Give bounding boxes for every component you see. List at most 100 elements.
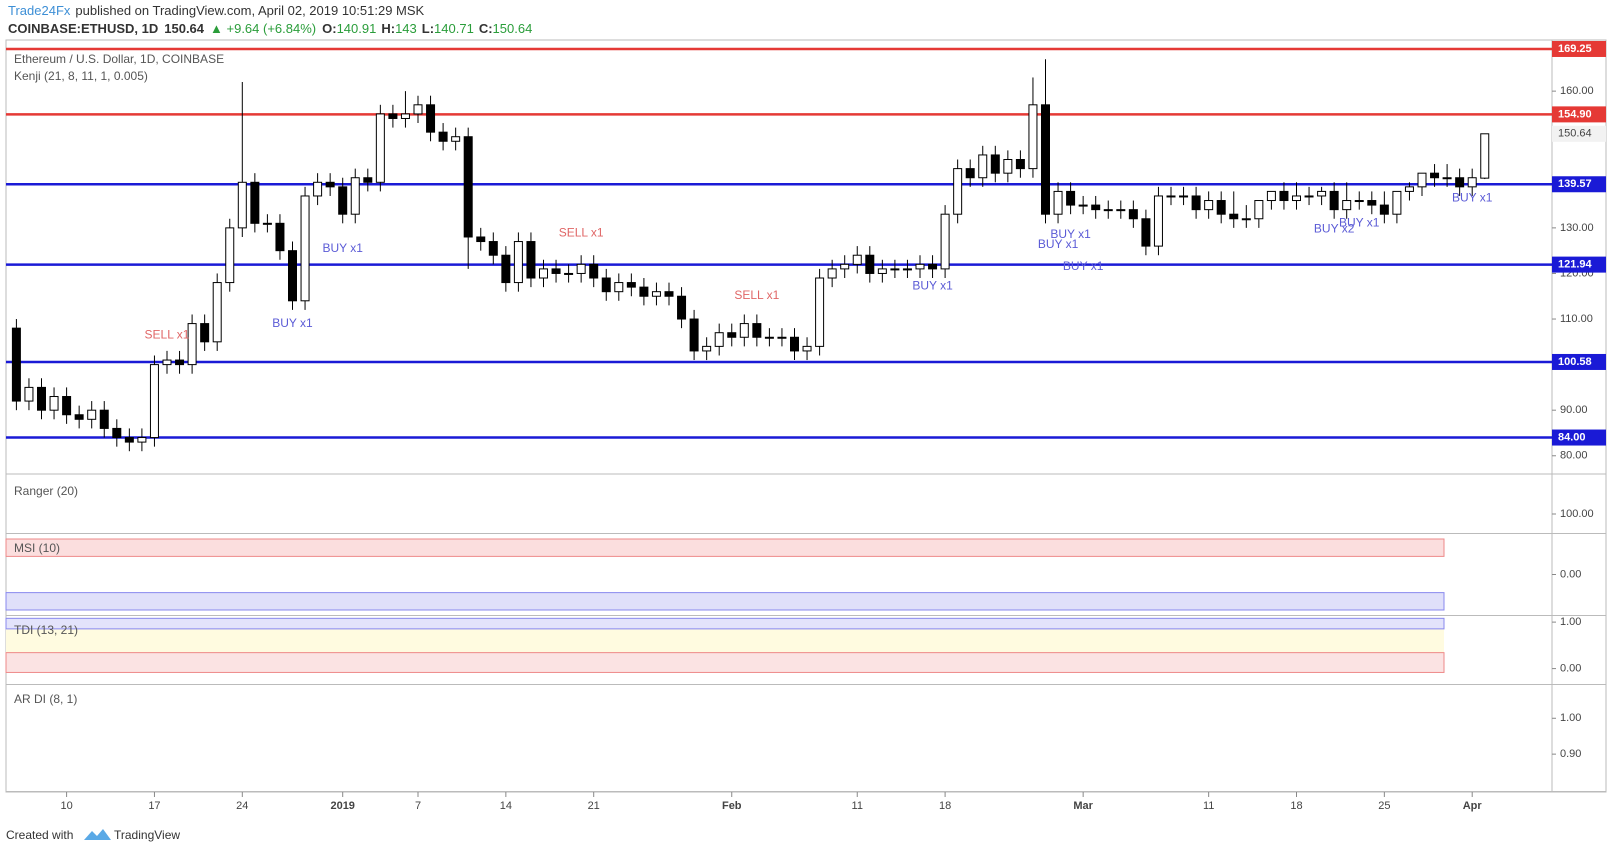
candle-body xyxy=(990,154,1000,174)
candle-body xyxy=(149,364,159,439)
candle-body xyxy=(513,241,523,284)
candle-body xyxy=(24,386,34,402)
pane-title: AR DI (8, 1) xyxy=(14,692,77,706)
candle-body xyxy=(790,336,799,352)
candle-body xyxy=(1015,159,1025,170)
candle-body xyxy=(262,222,272,225)
candle-body xyxy=(112,427,122,439)
brand: Trade24Fx xyxy=(8,3,71,18)
candle-body xyxy=(200,323,210,343)
pane-tick-label: 0.90 xyxy=(1560,748,1581,760)
candle-body xyxy=(1028,104,1038,170)
logo xyxy=(84,829,111,840)
candle-body xyxy=(1179,195,1189,198)
candle-body xyxy=(1191,195,1201,211)
x-tick-label: Feb xyxy=(722,800,742,812)
candle-body xyxy=(928,263,938,270)
candle-body xyxy=(1317,190,1327,197)
candle-body xyxy=(49,396,59,411)
candle-body xyxy=(1354,200,1364,203)
level-tag xyxy=(1552,106,1606,123)
candle-body xyxy=(1166,195,1176,198)
candle-body xyxy=(1128,209,1138,220)
candle-body xyxy=(451,136,461,142)
candle-body xyxy=(438,131,448,142)
candle-body xyxy=(1241,218,1251,221)
candle-body xyxy=(1003,159,1013,174)
candle-body xyxy=(576,263,586,274)
close: 150.64 xyxy=(493,21,533,36)
x-tick-label: 17 xyxy=(148,800,160,812)
candle-body xyxy=(1367,200,1377,206)
x-tick-label: 24 xyxy=(236,800,248,812)
pane-title: TDI (13, 21) xyxy=(14,623,78,637)
candle-body xyxy=(1066,190,1076,206)
level-tag xyxy=(1552,353,1606,370)
h-label: H: xyxy=(381,21,395,36)
candle-body xyxy=(350,177,360,215)
x-tick-label: 14 xyxy=(500,800,512,812)
signal-label: BUY x1 xyxy=(272,316,313,330)
candle-body xyxy=(827,268,837,279)
quote-line: COINBASE:ETHUSD, 1D 150.64 ▲ +9.64 (+6.84%… xyxy=(8,21,532,36)
candle-body xyxy=(363,177,373,183)
candle-body xyxy=(463,136,473,238)
candle-body xyxy=(1455,177,1465,188)
high: 143 xyxy=(395,21,417,36)
msi-lower-band xyxy=(5,592,1445,611)
x-tick-label: 25 xyxy=(1378,800,1390,812)
candle-body xyxy=(601,277,611,293)
candle-body xyxy=(890,268,900,271)
candle-body xyxy=(400,113,410,119)
candle-body xyxy=(1404,186,1414,192)
signal-label: BUY x1 xyxy=(322,241,363,255)
candle-body xyxy=(300,195,310,302)
candle-body xyxy=(1266,190,1276,202)
candle-body xyxy=(1430,172,1440,179)
signal-label: BUY x1 xyxy=(1063,259,1104,273)
open: 140.91 xyxy=(337,21,377,36)
last-price-tag xyxy=(1552,125,1606,142)
level-tag xyxy=(1552,40,1606,57)
signal-label: BUY x1 xyxy=(1038,237,1079,251)
candle-body xyxy=(11,327,21,402)
candle-body xyxy=(677,295,687,320)
candle-body xyxy=(388,113,398,119)
x-tick-label: 21 xyxy=(588,800,600,812)
candle-body xyxy=(702,345,712,352)
msi-upper-band xyxy=(5,538,1445,557)
candle-body xyxy=(689,318,699,352)
pane-tick-label: 1.00 xyxy=(1560,616,1581,628)
pane-tick-label: 0.00 xyxy=(1560,568,1581,580)
candle-body xyxy=(551,268,561,274)
candle-body xyxy=(802,345,812,352)
pane-title: Ranger (20) xyxy=(14,484,78,498)
candle-body xyxy=(237,181,247,229)
candle-body xyxy=(953,168,963,215)
candle-body xyxy=(564,272,574,275)
candle-body xyxy=(1467,177,1477,188)
level-label: 169.25 xyxy=(1558,43,1592,55)
x-tick-label: 10 xyxy=(60,800,72,812)
l-label: L: xyxy=(422,21,434,36)
candle-body xyxy=(1254,200,1264,220)
candle-body xyxy=(539,268,548,279)
level-tag xyxy=(1552,429,1606,446)
candle-body xyxy=(62,396,72,416)
candle-body xyxy=(1329,190,1339,211)
candle-body xyxy=(1279,190,1289,202)
candle-body xyxy=(877,268,887,274)
candle-body xyxy=(664,291,674,297)
last-price-label: 150.64 xyxy=(1558,128,1592,140)
level-tag xyxy=(1552,176,1606,193)
candle-body xyxy=(589,263,599,279)
candle-body xyxy=(614,282,624,293)
candle-body xyxy=(764,336,774,339)
candle-body xyxy=(526,241,536,279)
candle-body xyxy=(175,359,185,366)
footer-created: Created with xyxy=(6,828,73,842)
x-tick-label: 2019 xyxy=(330,800,354,812)
o-label: O: xyxy=(322,21,336,36)
candle-body xyxy=(840,263,850,270)
signal-label: BUY x1 xyxy=(1452,190,1493,204)
